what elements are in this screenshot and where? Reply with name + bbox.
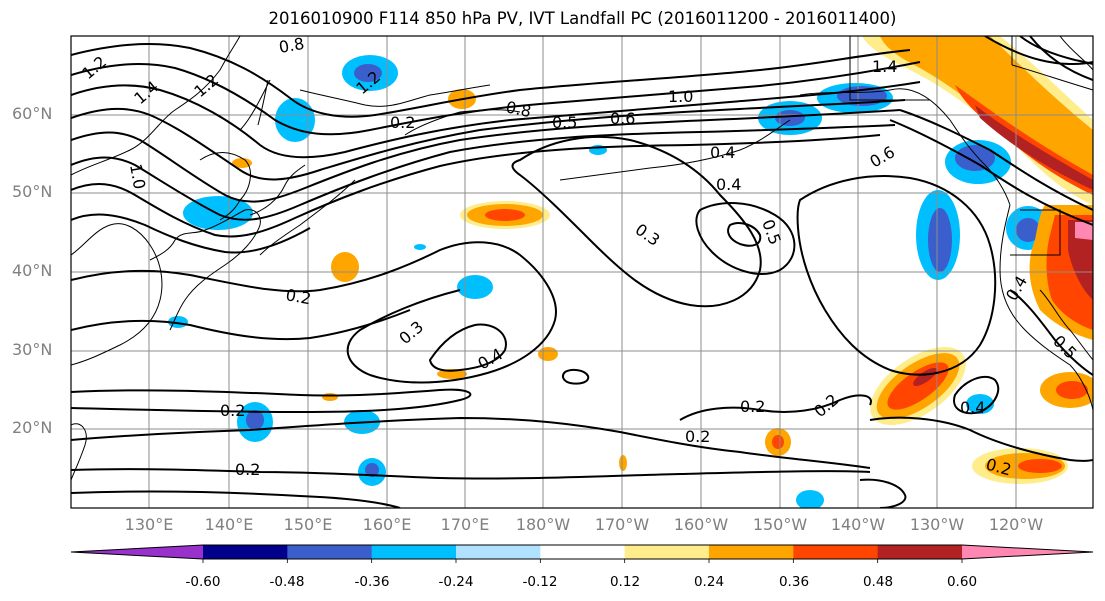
colorbar-cell: [456, 545, 541, 559]
contour-label: 0.4: [710, 143, 735, 162]
contour-label: 0.5: [552, 113, 577, 132]
colorbar-cell: [540, 545, 626, 559]
negative-shading: [168, 55, 1050, 508]
colorbar-extend-high: [962, 545, 1093, 559]
contour-label: 0.3: [632, 220, 664, 250]
lon-label: 150°W: [752, 515, 808, 534]
lon-label: 130°W: [909, 515, 965, 534]
colorbar-cell: [877, 545, 963, 559]
contour-label: 0.8: [504, 97, 533, 121]
lat-label: 20°N: [12, 418, 53, 437]
lat-label: 60°N: [12, 104, 53, 123]
pv-contours: [71, 36, 1093, 508]
contour-label: 0.2: [390, 113, 415, 132]
contour-label: 0.8: [277, 34, 305, 57]
contour-label: 0.2: [235, 460, 260, 479]
contour-label: 0.3: [395, 317, 427, 348]
contour-label: 0.6: [867, 142, 899, 171]
colorbar: [70, 544, 1094, 563]
lat-label: 40°N: [12, 261, 53, 280]
contour-label: 0.5: [758, 217, 785, 247]
contour-label: 0.4: [716, 175, 741, 194]
lat-lon-grid: [71, 36, 1093, 508]
colorbar-tick-label: 0.12: [609, 574, 641, 590]
map-title: 2016010900 F114 850 hPa PV, IVT Landfall…: [268, 9, 897, 28]
contour-label: 0.4: [1002, 272, 1031, 304]
lon-label: 170°E: [440, 515, 490, 534]
colorbar-cell: [203, 545, 288, 559]
colorbar-tick-label: 0.60: [946, 574, 978, 590]
colorbar-cell: [624, 545, 710, 559]
contour-label: 1.0: [126, 162, 149, 190]
lon-label: 160°E: [362, 515, 412, 534]
contour-label: 0.5: [1049, 331, 1080, 362]
contour-label: 0.2: [740, 397, 765, 416]
positive-shading: [232, 36, 1093, 484]
contour-label: 0.2: [284, 285, 312, 308]
colorbar-tick-label: -0.60: [185, 574, 221, 590]
colorbar-tick-label: -0.48: [269, 574, 305, 590]
colorbar-outline: [70, 544, 1094, 560]
contour-label: 1.4: [872, 57, 897, 76]
colorbar-cell: [709, 545, 794, 559]
colorbar-cell: [793, 545, 879, 559]
colorbar-tick-label: -0.12: [522, 574, 558, 590]
lon-label: 150°E: [283, 515, 333, 534]
contour-label: 1.4: [130, 77, 162, 108]
contour-label: 0.2: [810, 390, 842, 421]
contour-label: 1.2: [78, 52, 110, 83]
contour-label: 1.0: [668, 87, 693, 106]
colorbar-extend-low: [71, 545, 203, 559]
lat-label: 50°N: [12, 182, 53, 201]
lon-label: 140°W: [830, 515, 886, 534]
lon-label: 120°W: [988, 515, 1044, 534]
lon-label: 160°W: [673, 515, 729, 534]
lon-label: 180°W: [515, 515, 571, 534]
colorbar-cell: [287, 545, 373, 559]
contour-label: 0.2: [220, 401, 245, 420]
contour-label: 0.4: [960, 398, 985, 417]
contour-label: 0.6: [610, 109, 635, 128]
lat-label: 30°N: [12, 340, 53, 359]
lon-label: 140°E: [204, 515, 254, 534]
colorbar-tick-label: 0.36: [778, 574, 810, 590]
colorbar-tick-label: -0.24: [438, 574, 474, 590]
lon-label: 170°W: [594, 515, 650, 534]
colorbar-tick-label: -0.36: [354, 574, 390, 590]
contour-label: 0.2: [685, 427, 710, 446]
map-frame: [70, 35, 1094, 509]
colorbar-cell: [371, 545, 457, 559]
colorbar-tick-label: 0.24: [693, 574, 725, 590]
colorbar-tick-label: 0.48: [862, 574, 894, 590]
lon-label: 130°E: [124, 515, 174, 534]
